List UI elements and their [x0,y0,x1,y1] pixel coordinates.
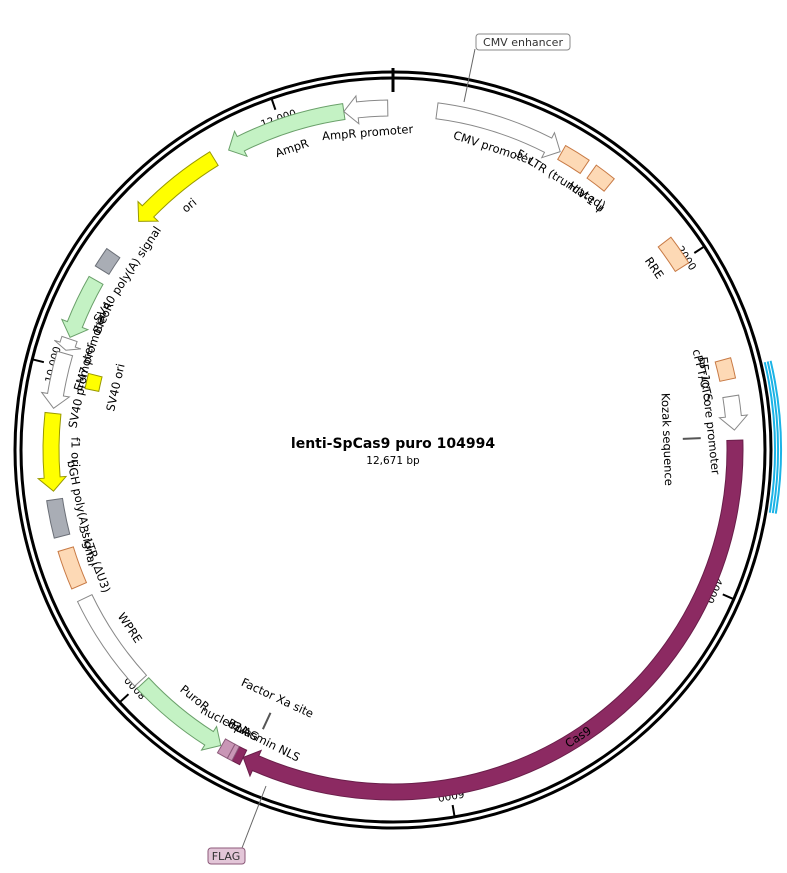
factor-xa-site-label: Factor Xa site [239,675,316,721]
kozak-sequence-label: Kozak sequence [659,393,677,486]
f1-ori-feature[interactable] [36,411,68,492]
p2a-feature[interactable] [216,738,236,759]
feature-layer [36,94,749,801]
factor-xa-site-mark[interactable] [261,712,272,730]
backbone-ring [13,68,773,830]
sv40-poly-a-signal-feature[interactable] [94,247,121,276]
f1-ori-label: f1 ori [68,437,82,467]
cas9-feature[interactable] [242,439,744,801]
plasmid-title: lenti-SpCas9 puro 104994 [291,436,495,452]
highlight-band-0 [763,361,776,513]
wpre-feature[interactable] [76,593,148,687]
flag-leader [241,785,267,849]
tick-12000 [270,98,277,111]
cmv-promoter-feature[interactable] [435,102,561,159]
highlight-arc [763,360,782,514]
flag-callout-label: FLAG [212,850,241,863]
sv40-ori-label: SV40 ori [103,362,127,412]
puror-feature[interactable] [136,677,222,751]
tick-6000 [451,804,456,818]
cmv-enhancer-callout-box[interactable] [475,33,571,51]
rre-feature[interactable] [657,236,690,273]
highlight-band-2 [769,360,782,514]
hiv-1-psi-feature[interactable] [586,164,615,192]
tick-2000 [693,245,705,254]
map-center: lenti-SpCas9 puro 104994 12,671 bp [291,436,495,467]
kozak-sequence-mark[interactable] [682,437,701,440]
sv40-poly-a-signal-label: SV40 poly(A) signal [90,224,164,325]
bleor-feature[interactable] [60,275,104,339]
sv40-ori-feature[interactable] [84,372,103,392]
tick-4000 [722,593,735,601]
cmv-enhancer-callout-label: CMV enhancer [483,36,563,49]
wpre-label: WPRE [115,610,145,646]
sv40-promoter-feature[interactable] [40,350,74,409]
ampr-promoter-feature[interactable] [343,94,389,125]
ori-label: ori [179,195,199,215]
plasmid-size: 12,671 bp [366,455,420,467]
ef-1a-core-promoter-feature[interactable] [718,394,749,431]
tick-10000 [31,358,45,364]
ampr-label: AmpR [273,136,310,160]
ampr-promoter-label: AmpR promoter [321,122,413,143]
rre-label: RRE [642,254,667,281]
flag-callout-box[interactable] [207,847,246,865]
ori-feature[interactable] [137,151,219,222]
3-ltr-du3-feature[interactable] [57,546,88,590]
bgh-poly-a-signal-feature[interactable] [46,497,71,539]
cmv-enhancer-leader [463,48,476,103]
cppt-cts-feature[interactable] [714,357,737,382]
ampr-feature[interactable] [228,103,346,158]
5-ltr-truncated-feature[interactable] [557,144,590,175]
callout-layer: CMV enhancer FLAG [207,33,571,865]
tick-8000 [118,693,130,704]
em7-promoter-feature[interactable] [53,335,82,351]
highlight-band-1 [766,361,779,514]
